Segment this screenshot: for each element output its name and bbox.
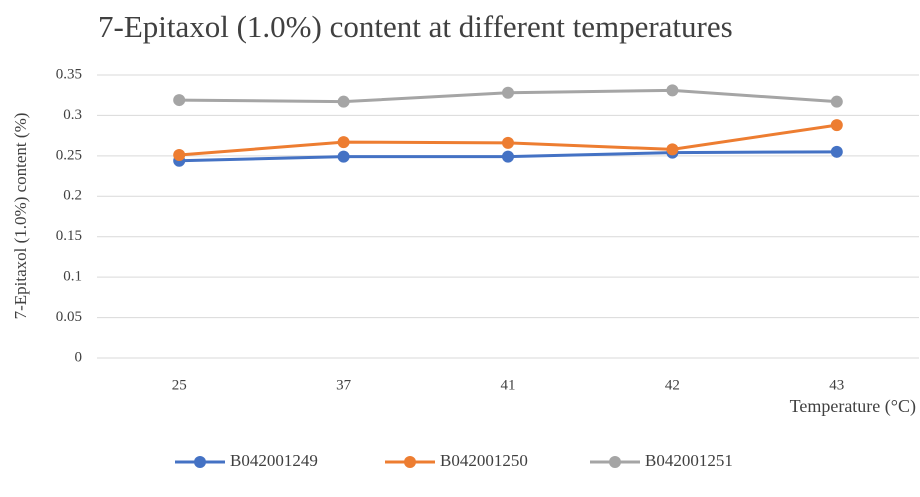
x-axis-label: Temperature (°C) [790, 396, 916, 417]
legend-marker [609, 456, 621, 468]
y-tick-label: 0.35 [56, 66, 82, 82]
point [502, 86, 514, 99]
x-tick-label: 42 [665, 377, 680, 393]
legend-label: B042001249 [230, 451, 318, 470]
point [337, 95, 350, 108]
x-tick-label: 41 [501, 377, 516, 393]
x-tick-label: 43 [829, 377, 844, 393]
y-tick-label: 0.2 [63, 188, 82, 204]
point [337, 150, 350, 163]
point [830, 145, 843, 158]
legend-marker [404, 456, 416, 468]
legend-marker [194, 456, 206, 468]
x-tick-label: 37 [336, 377, 352, 393]
y-tick-label: 0.25 [56, 147, 82, 163]
y-tick-label: 0.1 [63, 269, 82, 285]
chart-title: 7-Epitaxol (1.0%) content at different t… [98, 9, 733, 44]
legend-label: B042001251 [645, 451, 733, 470]
legend-label: B042001250 [440, 451, 528, 470]
point [173, 94, 186, 107]
point [666, 143, 679, 156]
point [337, 136, 350, 149]
point [502, 136, 514, 149]
x-tick-label: 25 [172, 377, 187, 393]
y-tick-label: 0.05 [56, 309, 82, 325]
point [830, 95, 843, 108]
point [666, 84, 679, 97]
y-axis-label: 7-Epitaxol (1.0%) content (%) [11, 113, 30, 320]
y-tick-label: 0.15 [56, 228, 82, 244]
point [173, 149, 186, 162]
y-tick-label: 0.3 [63, 107, 82, 123]
point [502, 150, 514, 163]
y-tick-label: 0 [75, 349, 83, 365]
point [830, 119, 843, 132]
